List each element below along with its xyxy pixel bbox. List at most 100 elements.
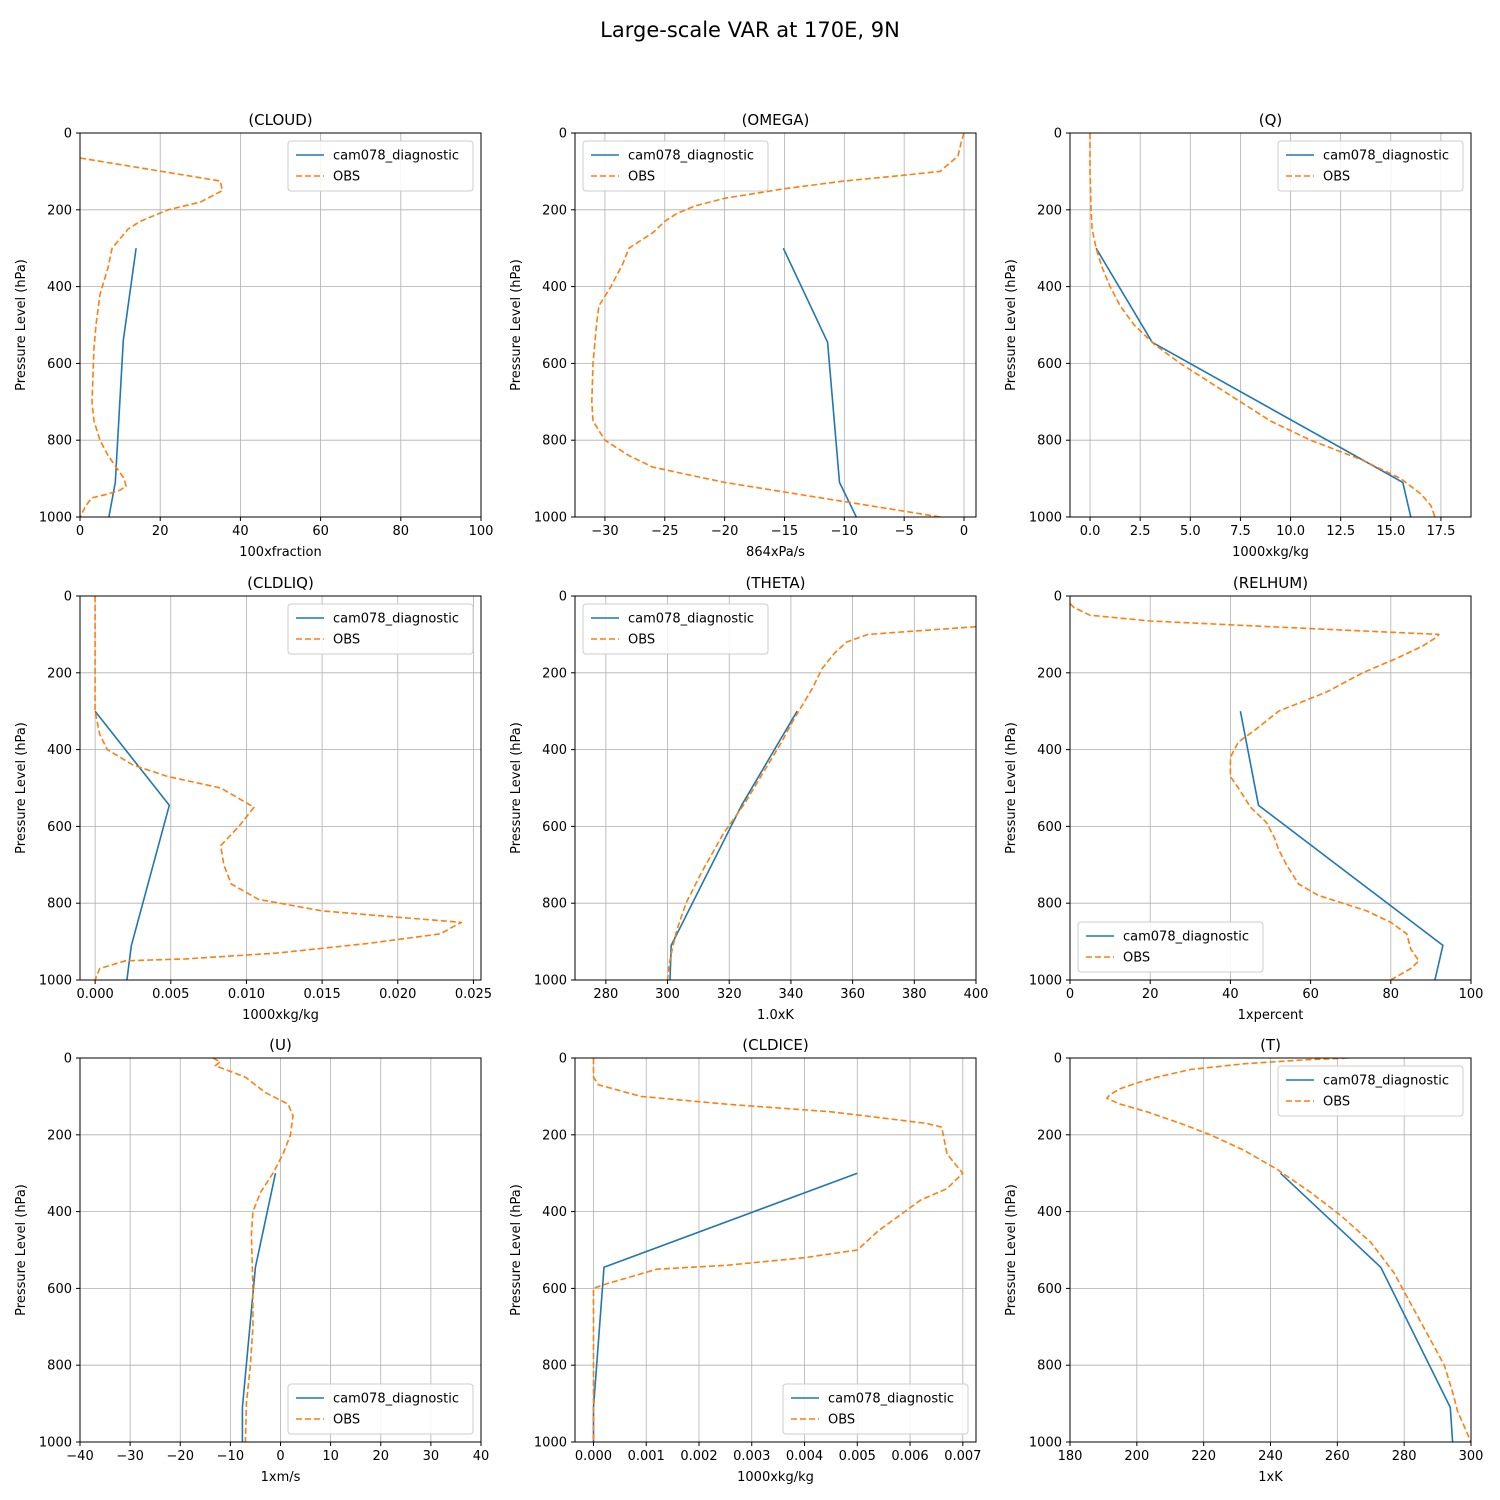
y-axis-label: Pressure Level (hPa) xyxy=(14,1184,29,1316)
model-line xyxy=(241,1173,277,1442)
x-tick-label: −30 xyxy=(591,524,618,539)
legend-box xyxy=(582,140,769,192)
legend-box xyxy=(1077,921,1264,973)
obs-line xyxy=(1089,133,1436,517)
y-tick-label: 200 xyxy=(542,1128,567,1143)
x-tick-label: 0.006 xyxy=(891,1449,928,1464)
x-axis-label: 864xPa/s xyxy=(746,545,805,560)
x-tick-label: 0.001 xyxy=(628,1449,665,1464)
plot-frame xyxy=(1069,132,1472,518)
y-tick-label: 600 xyxy=(1037,820,1062,835)
y-tick-label: 400 xyxy=(542,280,567,295)
obs-line xyxy=(1070,603,1440,980)
legend-label: OBS xyxy=(1123,951,1150,966)
x-tick-label: 280 xyxy=(1392,1449,1417,1464)
series-group xyxy=(1089,133,1436,517)
y-tick-label: 0 xyxy=(64,1052,72,1067)
y-tick-label: 200 xyxy=(1037,1128,1062,1143)
y-tick-label: 0 xyxy=(1054,127,1062,142)
legend-label: OBS xyxy=(628,633,655,648)
panel-title: (U) xyxy=(269,1036,292,1054)
y-tick-label: 600 xyxy=(47,820,72,835)
legend-label: OBS xyxy=(628,170,655,185)
legend-box xyxy=(287,603,474,655)
x-tick-label: 40 xyxy=(473,1449,490,1464)
y-axis-label: Pressure Level (hPa) xyxy=(509,1184,524,1316)
legend-label: OBS xyxy=(1323,1095,1350,1110)
x-tick-label: 340 xyxy=(779,987,804,1002)
legend-box xyxy=(582,603,769,655)
panel-4: 0.000 0.005 0.010 0.015 0.020 0.025 0 200 400 600… xyxy=(14,574,492,1023)
y-tick-label: 400 xyxy=(1037,280,1062,295)
series-group xyxy=(212,1058,294,1442)
x-tick-label: 0.003 xyxy=(733,1449,770,1464)
panel-2: −30 −25 −20 −15 −10 −5 0 0 200 400 600 800 1000 (OMEG… xyxy=(509,111,977,560)
plot-frame xyxy=(79,595,482,981)
x-tick-label: 7.5 xyxy=(1230,524,1251,539)
obs-line xyxy=(80,157,224,517)
x-axis-label: 1xK xyxy=(1258,1470,1283,1485)
obs-line xyxy=(1106,1058,1471,1442)
x-axis-label: 1xm/s xyxy=(261,1470,301,1485)
y-axis-label: Pressure Level (hPa) xyxy=(14,259,29,391)
legend-label: OBS xyxy=(333,170,360,185)
y-tick-label: 200 xyxy=(1037,666,1062,681)
y-tick-label: 200 xyxy=(47,1128,72,1143)
x-axis-label: 1000xkg/kg xyxy=(737,1470,814,1485)
x-tick-label: 60 xyxy=(312,524,329,539)
legend: cam078_diagnostic OBS xyxy=(1277,1065,1464,1117)
legend-label: cam078_diagnostic xyxy=(1323,149,1449,164)
legend-label: cam078_diagnostic xyxy=(828,1392,954,1407)
x-axis-label: 1xpercent xyxy=(1238,1008,1304,1023)
y-tick-label: 0 xyxy=(1054,1052,1062,1067)
x-tick-label: 20 xyxy=(1142,987,1159,1002)
legend-label: cam078_diagnostic xyxy=(628,149,754,164)
panel-5: 280 300 320 340 360 380 400 0 200 400 600 800 1000 (T… xyxy=(509,574,988,1023)
series-group xyxy=(80,157,224,517)
panel-title: (THETA) xyxy=(746,574,806,592)
y-tick-label: 1000 xyxy=(534,511,567,526)
legend-label: cam078_diagnostic xyxy=(333,1392,459,1407)
y-tick-label: 1000 xyxy=(39,511,72,526)
series-group xyxy=(592,1058,964,1442)
panels: 0 20 40 60 80 10002004006008001000(CLOUD)100x… xyxy=(14,111,1483,1485)
x-tick-label: 40 xyxy=(1222,987,1239,1002)
x-tick-label: 180 xyxy=(1058,1449,1083,1464)
y-tick-label: 200 xyxy=(1037,203,1062,218)
x-tick-label: 15.0 xyxy=(1376,524,1405,539)
x-tick-label: −15 xyxy=(771,524,798,539)
legend-box xyxy=(1277,140,1464,192)
legend-label: OBS xyxy=(333,1413,360,1428)
y-tick-label: 800 xyxy=(1037,897,1062,912)
x-tick-label: 300 xyxy=(1459,1449,1484,1464)
y-tick-label: 800 xyxy=(542,434,567,449)
model-line xyxy=(1095,247,1412,517)
x-tick-label: −5 xyxy=(895,524,914,539)
x-tick-label: 220 xyxy=(1191,1449,1216,1464)
plot-frame xyxy=(574,595,977,981)
y-tick-label: 200 xyxy=(542,666,567,681)
panel-title: (RELHUM) xyxy=(1233,574,1308,592)
y-axis-label: Pressure Level (hPa) xyxy=(14,722,29,854)
x-tick-label: 360 xyxy=(840,987,865,1002)
x-tick-label: 0 xyxy=(1066,987,1074,1002)
model-line xyxy=(782,247,858,517)
y-tick-label: 800 xyxy=(1037,1359,1062,1374)
y-tick-label: 600 xyxy=(542,820,567,835)
y-axis-label: Pressure Level (hPa) xyxy=(509,722,524,854)
legend-label: OBS xyxy=(828,1413,855,1428)
x-tick-label: 30 xyxy=(423,1449,440,1464)
legend: cam078_diagnostic OBS xyxy=(1077,921,1264,973)
y-tick-label: 1000 xyxy=(1029,511,1062,526)
x-tick-label: 10.0 xyxy=(1276,524,1305,539)
model-line xyxy=(592,1172,858,1442)
panel-6: 0 20 40 60 80 10002004006008001000(RELHUM)1xp… xyxy=(1004,574,1483,1023)
y-tick-label: 0 xyxy=(64,590,72,605)
x-tick-label: −10 xyxy=(831,524,858,539)
plot-area xyxy=(80,596,481,980)
y-axis-label: Pressure Level (hPa) xyxy=(1004,259,1019,391)
x-tick-label: 0.000 xyxy=(77,987,114,1002)
x-tick-label: 17.5 xyxy=(1426,524,1455,539)
y-tick-label: 200 xyxy=(542,203,567,218)
x-tick-label: −40 xyxy=(66,1449,93,1464)
